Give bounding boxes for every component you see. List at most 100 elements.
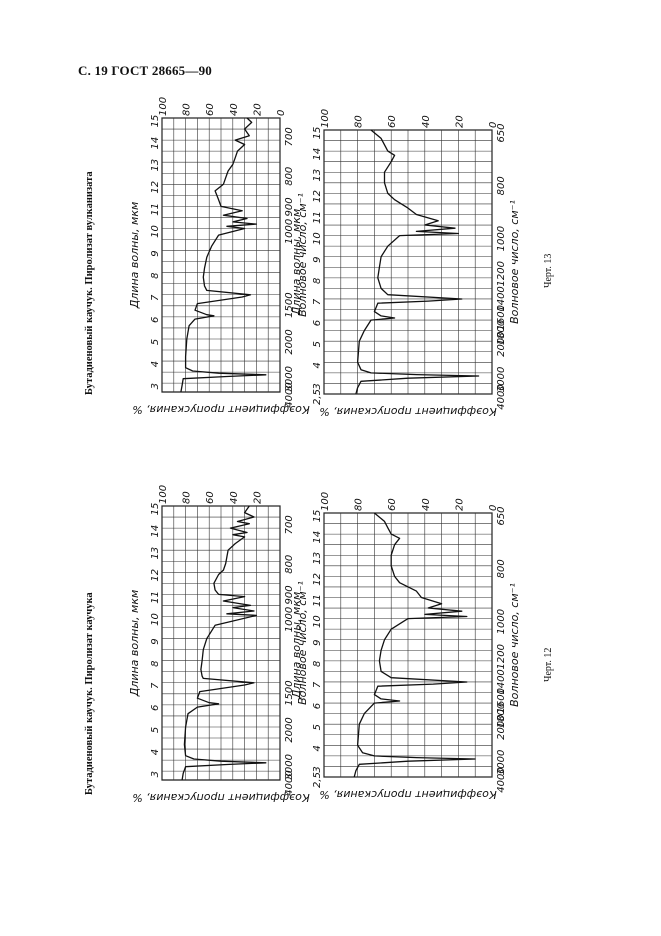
tick-label-transmittance: 0 — [488, 122, 499, 128]
tick-label-wavenumber: 3000 — [496, 367, 507, 392]
tick-label-transmittance: 20 — [454, 498, 465, 511]
tick-label-transmittance: 0 — [488, 505, 499, 511]
tick-label-wavelength: 9 — [312, 257, 323, 263]
spectrum-curve — [355, 129, 480, 395]
tick-label-wavenumber: 900 — [284, 197, 295, 216]
axis-label-wavenumber: Волновое число, см⁻¹ — [296, 581, 309, 705]
tick-label-wavelength: 6 — [150, 317, 161, 323]
tick-label-wavelength: 7 — [150, 294, 161, 301]
axis-label-wavelength: Длина волны, мкм — [128, 590, 141, 698]
tick-label-wavelength: 8 — [312, 661, 323, 667]
axis-label-transmittance: Коэффициент пропускания, % — [319, 405, 496, 418]
tick-label-wavelength: 12 — [150, 181, 161, 194]
tick-label-wavenumber: 800 — [496, 559, 507, 578]
tick-label-transmittance: 80 — [182, 103, 193, 116]
tick-label-wavenumber: 2000 — [284, 329, 295, 354]
tick-label-transmittance: 80 — [182, 491, 193, 504]
tick-label-wavenumber: 3000 — [284, 366, 295, 391]
axis-label-wavenumber: Волновое число, см⁻¹ — [296, 193, 309, 317]
tick-label-wavelength: 6 — [312, 320, 323, 326]
tick-label-wavelength: 13 — [150, 547, 161, 560]
tick-label-wavelength: 5 — [312, 341, 323, 347]
tick-label-wavenumber: 1800 — [496, 320, 507, 345]
tick-label-transmittance: 20 — [454, 115, 465, 128]
tick-label-wavelength: 3 — [150, 383, 161, 389]
tick-label-wavelength: 14 — [312, 531, 323, 544]
tick-label-wavelength: 14 — [150, 525, 161, 538]
tick-label-wavelength: 9 — [312, 640, 323, 646]
tick-label-wavelength: 2,5 — [312, 389, 323, 405]
tick-label-transmittance: 40 — [229, 103, 240, 116]
tick-label-wavelength: 11 — [312, 211, 323, 224]
tick-label-transmittance: 20 — [252, 103, 263, 116]
tick-label-wavelength: 3 — [312, 766, 323, 772]
tick-label-wavenumber: 1400 — [496, 669, 507, 694]
tick-label-wavelength: 4 — [312, 362, 323, 368]
tick-label-wavelength: 11 — [150, 591, 161, 604]
tick-label-wavenumber: 700 — [284, 515, 295, 534]
axis-label-wavelength: Длина волны, мкм — [290, 592, 303, 700]
tick-label-wavenumber: 3000 — [284, 754, 295, 779]
tick-label-wavelength: 15 — [312, 127, 323, 140]
tick-label-wavenumber: 3000 — [496, 750, 507, 775]
tick-label-transmittance: 40 — [421, 115, 432, 128]
tick-label-wavelength: 5 — [150, 727, 161, 733]
spectrum-curve — [181, 505, 267, 781]
tick-label-wavenumber: 1600 — [496, 688, 507, 713]
tick-label-transmittance: 80 — [354, 498, 365, 511]
tick-label-wavenumber: 650 — [496, 123, 507, 142]
tick-label-wavelength: 5 — [150, 339, 161, 345]
tick-label-wavelength: 4 — [150, 749, 161, 755]
tick-label-wavenumber: 800 — [496, 176, 507, 195]
tick-label-wavenumber: 2000 — [496, 714, 507, 739]
tick-label-wavenumber: 800 — [284, 167, 295, 186]
tick-label-wavelength: 10 — [312, 615, 323, 628]
tick-label-wavelength: 7 — [312, 298, 323, 305]
tick-label-transmittance: 40 — [229, 491, 240, 504]
tick-label-wavelength: 9 — [150, 250, 161, 256]
tick-label-wavelength: 6 — [312, 703, 323, 709]
tick-label-wavelength: 7 — [150, 682, 161, 689]
tick-label-wavelength: 15 — [150, 503, 161, 516]
tick-label-wavelength: 11 — [312, 594, 323, 607]
tick-label-wavelength: 3 — [150, 771, 161, 777]
tick-label-wavenumber: 700 — [284, 127, 295, 146]
tick-label-wavenumber: 1600 — [496, 305, 507, 330]
figure-label-12: Черт. 12 — [543, 647, 554, 682]
tick-label-transmittance: 60 — [387, 498, 398, 511]
page-header: С. 19 ГОСТ 28665—90 — [78, 63, 212, 78]
tick-label-wavelength: 13 — [312, 169, 323, 182]
tick-label-wavenumber: 1000 — [284, 219, 295, 244]
tick-label-transmittance: 60 — [387, 115, 398, 128]
tick-label-wavenumber: 1400 — [496, 286, 507, 311]
tick-label-wavelength: 12 — [312, 573, 323, 586]
tick-label-wavelength: 10 — [150, 613, 161, 626]
axis-label-wavenumber: Волновое число, см⁻¹ — [508, 200, 521, 324]
tick-label-wavelength: 7 — [312, 681, 323, 688]
tick-label-wavenumber: 2000 — [496, 331, 507, 356]
tick-label-transmittance: 100 — [320, 492, 331, 511]
tick-label-transmittance: 40 — [421, 498, 432, 511]
tick-label-wavenumber: 4000 — [496, 767, 507, 792]
tick-label-wavelength: 12 — [312, 190, 323, 203]
tick-label-wavelength: 10 — [150, 225, 161, 238]
spectrum-curve — [180, 117, 267, 393]
tick-label-wavelength: 4 — [312, 745, 323, 751]
tick-label-wavelength: 15 — [312, 510, 323, 523]
tick-label-wavelength: 4 — [150, 361, 161, 367]
figure-caption-12: Бутадиеновый каучук. Пиролизат каучука — [84, 592, 95, 795]
axis-label-wavenumber: Волновое число, см⁻¹ — [508, 583, 521, 707]
tick-label-transmittance: 100 — [158, 97, 169, 116]
tick-label-transmittance: 80 — [354, 115, 365, 128]
tick-label-wavelength: 5 — [312, 724, 323, 730]
tick-label-wavelength: 9 — [150, 638, 161, 644]
tick-label-wavelength: 13 — [150, 159, 161, 172]
tick-label-wavenumber: 1800 — [496, 703, 507, 728]
tick-label-wavelength: 2,5 — [312, 772, 323, 788]
tick-label-wavenumber: 1200 — [496, 261, 507, 286]
tick-label-wavenumber: 650 — [496, 506, 507, 525]
